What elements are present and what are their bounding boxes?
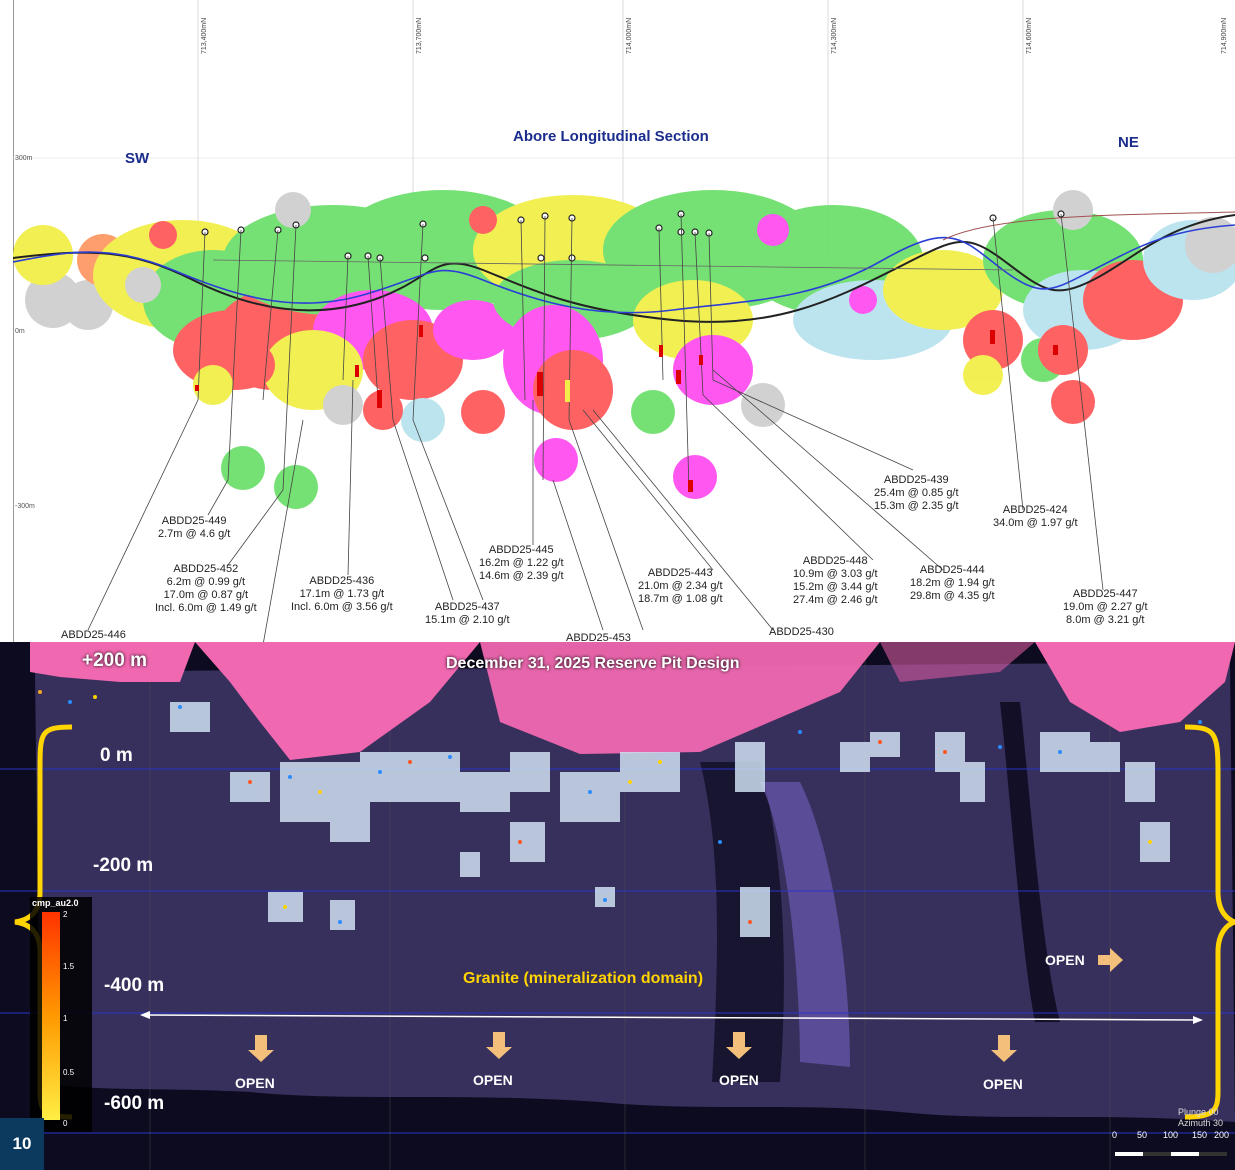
assay-intervals: [195, 325, 1058, 492]
open-label: OPEN: [235, 1075, 275, 1091]
scale-tick: 0: [1112, 1130, 1118, 1140]
hole-label-453: ABDD25-453: [566, 632, 631, 644]
open-label: OPEN: [719, 1072, 759, 1088]
hole-label-443: ABDD25-443 21.0m @ 2.34 g/t 18.7m @ 1.08 g…: [638, 567, 723, 605]
reserve-pit-shells: [30, 642, 1235, 760]
northing-label: 714,000mN: [626, 17, 633, 54]
block-model: [13, 190, 1235, 509]
open-label: OPEN: [1045, 952, 1085, 968]
hole-label-445: ABDD25-445 16.2m @ 1.22 g/t 14.6m @ 2.39 g…: [479, 544, 564, 582]
longitudinal-section-panel: 713,400mN 713,700mN 714,000mN 714,300mN …: [13, 0, 1235, 645]
3d-model-panel: December 31, 2025 Reserve Pit Design +20…: [0, 642, 1235, 1170]
drillhole-samples: [38, 690, 1202, 924]
depth-label-0: 0 m: [100, 745, 133, 766]
northing-label: 714,600mN: [1026, 17, 1033, 54]
pit-design-title: December 31, 2025 Reserve Pit Design: [446, 655, 740, 672]
legend-tick: 0.5: [63, 1068, 75, 1077]
legend-tick: 0: [63, 1119, 68, 1128]
northing-label: 714,300mN: [831, 17, 838, 54]
legend-tick: 1: [63, 1014, 68, 1023]
depth-label-minus400: -400 m: [104, 975, 165, 996]
open-arrows: [248, 948, 1123, 1062]
model-graphics: [0, 642, 1235, 1170]
hole-label-444: ABDD25-444 18.2m @ 1.94 g/t 29.8m @ 4.35 g…: [910, 564, 995, 602]
hole-label-439: ABDD25-439 25.4m @ 0.85 g/t 15.3m @ 2.35 g…: [874, 474, 959, 512]
section-title: Abore Longitudinal Section: [513, 128, 709, 145]
northing-label: 713,400mN: [201, 17, 208, 54]
hole-label-452: ABDD25-452 6.2m @ 0.99 g/t 17.0m @ 0.87 g/…: [155, 563, 257, 614]
depth-label-plus200: +200 m: [82, 650, 147, 671]
hole-label-424: ABDD25-424 34.0m @ 1.97 g/t: [993, 504, 1078, 529]
hole-label-446: ABDD25-446: [61, 629, 126, 641]
domain-label: Granite (mineralization domain): [463, 970, 704, 987]
hole-label-437: ABDD25-437 15.1m @ 2.10 g/t: [425, 601, 510, 626]
hole-label-447: ABDD25-447 19.0m @ 2.27 g/t 8.0m @ 3.21 g/…: [1063, 588, 1148, 626]
drill-traces: [87, 213, 1104, 645]
open-label: OPEN: [983, 1076, 1023, 1092]
scale-tick: 50: [1137, 1130, 1148, 1140]
hole-label-430: ABDD25-430: [769, 626, 834, 638]
northing-label: 714,900mN: [1221, 17, 1228, 54]
open-label: OPEN: [473, 1072, 513, 1088]
scale-tick: 200: [1214, 1130, 1230, 1140]
legend-tick: 2: [63, 910, 68, 919]
hole-label-448: ABDD25-448 10.9m @ 3.03 g/t 15.2m @ 3.44 g…: [793, 555, 878, 606]
depth-label-minus200: -200 m: [93, 855, 154, 876]
elevation-label: -300m: [15, 503, 35, 510]
scale-tick: 100: [1163, 1130, 1179, 1140]
depth-label-minus600: -600 m: [104, 1093, 165, 1114]
hole-label-449: ABDD25-449 2.7m @ 4.6 g/t: [158, 515, 231, 540]
section-graphics: [13, 0, 1235, 645]
legend-title: cmp_au2.0: [32, 898, 79, 908]
page-number: 10: [0, 1118, 44, 1170]
hole-label-436: ABDD25-436 17.1m @ 1.73 g/t Incl. 6.0m @ 3…: [291, 575, 393, 613]
direction-ne: NE: [1118, 134, 1139, 151]
direction-sw: SW: [125, 150, 150, 167]
legend-tick: 1.5: [63, 962, 75, 971]
northing-label: 713,700mN: [416, 17, 423, 54]
scale-tick: 150: [1192, 1130, 1208, 1140]
view-orientation: Plunge 00 Azimuth 30: [1178, 1107, 1224, 1128]
elevation-label: 300m: [15, 155, 33, 162]
elevation-label: 0m: [15, 328, 25, 335]
